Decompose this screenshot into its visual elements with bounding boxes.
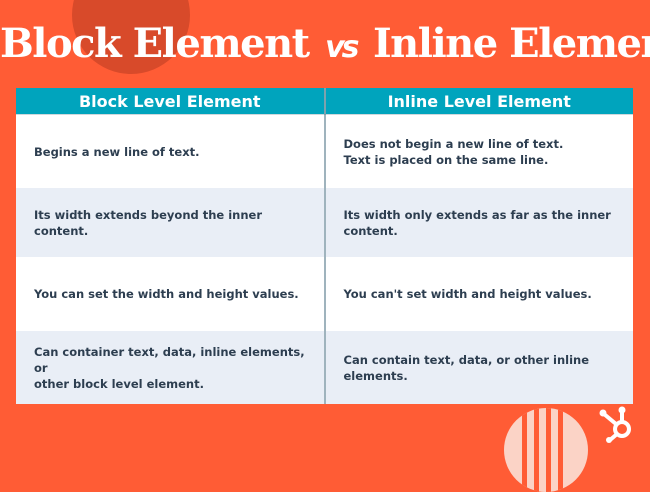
comparison-table: Block Level Element Inline Level Element… <box>16 88 633 404</box>
cell-text: Text is placed on the same line. <box>343 152 549 167</box>
cell-text: elements. <box>343 368 408 383</box>
decorative-stripe <box>558 408 563 492</box>
cell-text: Its width only extends as far as the inn… <box>343 207 611 222</box>
table-row: Can container text, data, inline element… <box>16 331 633 404</box>
table-row: Begins a new line of text. Does not begi… <box>16 114 633 188</box>
title-right: Inline Element <box>372 20 650 67</box>
inline-cell: Does not begin a new line of text. Text … <box>324 114 633 188</box>
inline-cell: Its width only extends as far as the inn… <box>324 188 633 257</box>
cell-text: content. <box>34 223 89 238</box>
decorative-striped-circle <box>504 408 588 492</box>
cell-text: Can contain text, data, or other inline <box>343 352 590 367</box>
cell-text: You can't set width and height values. <box>343 287 592 301</box>
inline-cell: You can't set width and height values. <box>324 257 633 331</box>
table-row: Its width extends beyond the inner conte… <box>16 188 633 257</box>
block-cell: Can container text, data, inline element… <box>16 331 326 404</box>
block-cell: Begins a new line of text. <box>16 114 326 188</box>
block-cell: Its width extends beyond the inner conte… <box>16 188 326 257</box>
title-vs: vs <box>325 30 359 65</box>
decorative-stripe <box>546 408 551 492</box>
decorative-stripe <box>534 408 539 492</box>
header-inline-level: Inline Level Element <box>324 88 633 115</box>
cell-text: Can container text, data, inline element… <box>34 344 305 375</box>
cell-text: Begins a new line of text. <box>34 144 200 159</box>
cell-text: Its width extends beyond the inner <box>34 207 263 222</box>
cell-text: other block level element. <box>34 376 204 391</box>
header-block-level: Block Level Element <box>16 88 326 115</box>
inline-cell: Can contain text, data, or other inline … <box>324 331 633 404</box>
hubspot-sprocket-icon <box>599 406 631 443</box>
cell-text: You can set the width and height values. <box>34 287 299 301</box>
table-row: You can set the width and height values.… <box>16 257 633 331</box>
cell-text: Does not begin a new line of text. <box>343 136 564 151</box>
block-cell: You can set the width and height values. <box>16 257 326 331</box>
page-title: Block Element vs Inline Element <box>0 18 650 74</box>
decorative-stripe <box>522 408 527 492</box>
title-left: Block Element <box>0 20 310 67</box>
header-row: Block Level Element Inline Level Element <box>16 88 633 115</box>
cell-text: content. <box>343 223 398 238</box>
